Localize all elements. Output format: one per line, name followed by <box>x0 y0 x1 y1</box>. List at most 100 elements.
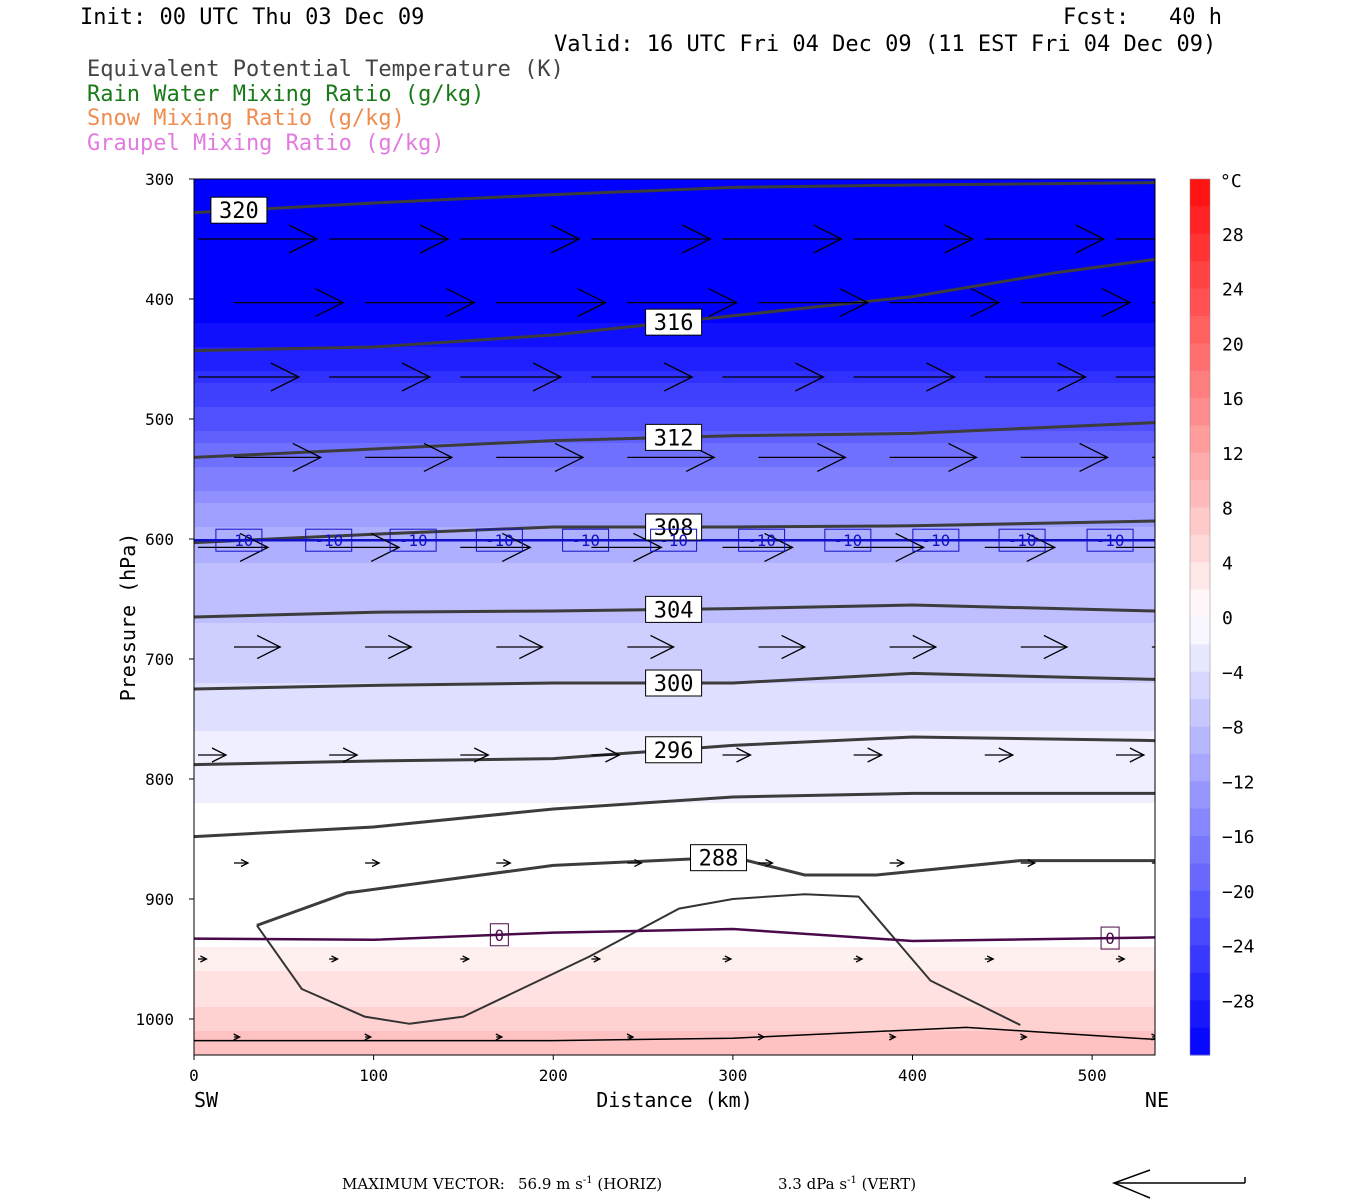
wind-vector-head <box>855 955 864 963</box>
temperature-band <box>194 203 1155 216</box>
wind-vector-head <box>708 288 739 318</box>
wind-vector-head <box>765 858 774 868</box>
temperature-band <box>194 659 1155 672</box>
temperature-band <box>194 383 1155 396</box>
theta-e-label-box <box>690 844 748 872</box>
max-vector-label: MAXIMUM VECTOR: <box>342 1175 505 1193</box>
x-tick-label: 300 <box>718 1066 747 1085</box>
theta-e-label: 308 <box>654 516 694 541</box>
wind-vector-head <box>256 634 282 660</box>
theta-e-label-box <box>210 196 268 224</box>
wind-vector-head <box>331 955 339 963</box>
temperature-fill <box>194 179 1155 1055</box>
wind-vector-head <box>736 747 752 763</box>
temperature-band <box>194 863 1155 876</box>
colorbar-segment <box>1190 534 1210 563</box>
colorbar-segment <box>1190 261 1210 289</box>
wind-vector-head <box>970 288 1001 318</box>
temperature-band <box>194 1007 1155 1020</box>
temperature-band <box>194 803 1155 816</box>
wind-vector-head <box>502 858 512 868</box>
isotherm-label: -10 <box>659 531 688 550</box>
colorbar-segment <box>1190 753 1210 782</box>
forecast-hour: Fcst: 40 h <box>1063 5 1222 30</box>
isotherm-label: -10 <box>224 531 253 550</box>
colorbar-segment <box>1190 343 1210 372</box>
theta-e-label-box <box>645 423 703 451</box>
wind-vector-head <box>371 858 381 868</box>
y-tick-label: 900 <box>145 890 174 909</box>
wind-vector-head <box>211 747 228 763</box>
temperature-band <box>194 839 1155 852</box>
theta-e-contour <box>194 519 1155 545</box>
colorbar-unit: °C <box>1220 171 1242 192</box>
temperature-band <box>194 563 1155 576</box>
wind-vector-head <box>926 362 956 392</box>
isotherm-label: -10 <box>1008 531 1037 550</box>
colorbar-segment <box>1190 398 1210 426</box>
wind-vector-head <box>473 747 490 763</box>
valid-time: Valid: 16 UTC Fri 04 Dec 09 (11 EST Fri … <box>554 32 1217 57</box>
wind-vector-head <box>577 288 607 318</box>
isotherm-label: 0 <box>495 926 505 945</box>
temperature-band <box>194 191 1155 204</box>
temperature-band <box>194 503 1155 516</box>
temperature-band <box>194 575 1155 588</box>
wind-vectors <box>198 224 1166 1041</box>
colorbar-segment <box>1190 452 1210 481</box>
isotherm-label: -10 <box>747 531 776 550</box>
wind-vector-head <box>423 442 454 472</box>
wind-vector-head <box>888 1033 897 1041</box>
wind-vector-head <box>401 362 432 392</box>
colorbar-frame <box>1189 178 1211 1056</box>
isotherm-label: -10 <box>921 531 950 550</box>
wind-vector-head <box>1043 634 1069 660</box>
temperature-band <box>194 647 1155 660</box>
x-tick-label: 500 <box>1078 1066 1107 1085</box>
temperature-band <box>194 239 1155 252</box>
wind-vector-head <box>1026 532 1057 562</box>
wind-vector-head <box>342 747 359 763</box>
temperature-band <box>194 587 1155 600</box>
colorbar-tick-label: 4 <box>1222 553 1233 574</box>
isotherm-label: -10 <box>1096 531 1125 550</box>
colorbar-segment <box>1190 288 1210 317</box>
wind-vector-head <box>1079 442 1110 472</box>
wind-vector-head <box>1159 860 1166 867</box>
colorbar-tick-label: 20 <box>1222 334 1244 355</box>
wind-vector-head <box>896 858 906 868</box>
y-axis-title: Pressure (hPa) <box>116 533 140 702</box>
theta-e-contour <box>194 421 1155 459</box>
isotherm-label-box <box>824 528 872 552</box>
wind-vector-head <box>593 955 602 963</box>
colorbar-segment <box>1190 918 1210 946</box>
isotherm-label: -10 <box>571 531 600 550</box>
colorbar-segment <box>1190 644 1210 673</box>
colorbar-segment <box>1190 781 1210 810</box>
temperature-band <box>194 623 1155 636</box>
colorbar-segment <box>1190 726 1210 755</box>
colorbar-tick-label: −4 <box>1222 663 1244 684</box>
temperature-band <box>194 815 1155 828</box>
x-tick-label: 400 <box>898 1066 927 1085</box>
wind-vector-head <box>813 224 843 254</box>
theta-e-label: 304 <box>654 598 694 623</box>
temperature-band <box>194 875 1155 888</box>
colorbar-segment <box>1190 589 1210 618</box>
field-theta-e: Equivalent Potential Temperature (K) <box>87 57 564 82</box>
temperature-band <box>194 707 1155 720</box>
theta-e-contour <box>194 791 1155 839</box>
colorbar-segment <box>1190 370 1210 399</box>
wind-vector-head <box>817 442 847 472</box>
y-tick-label: 500 <box>145 410 174 429</box>
theta-e-label: 312 <box>654 426 694 451</box>
isotherm-label-box <box>562 528 610 552</box>
isotherm-label-box <box>1086 528 1134 552</box>
wind-vector-head <box>1027 858 1037 868</box>
wind-vector-head <box>895 532 926 562</box>
y-tick-label: 600 <box>145 530 174 549</box>
wind-vector-head <box>288 224 319 254</box>
wind-vector-head <box>998 747 1015 763</box>
temperature-band <box>194 767 1155 780</box>
y-tick-label: 800 <box>145 770 174 789</box>
